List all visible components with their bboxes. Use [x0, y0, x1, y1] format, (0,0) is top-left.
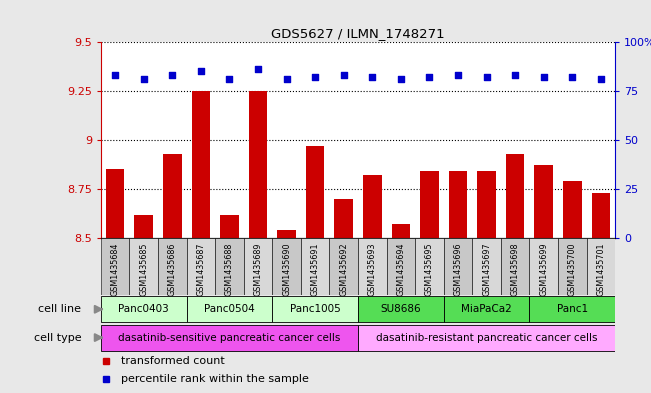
Text: GSM1435695: GSM1435695 — [425, 243, 434, 296]
Text: Panc1005: Panc1005 — [290, 304, 340, 314]
Point — [310, 74, 320, 80]
Text: GSM1435698: GSM1435698 — [510, 243, 519, 296]
Bar — [101, 296, 187, 322]
Text: GSM1435693: GSM1435693 — [368, 243, 377, 296]
Bar — [158, 238, 187, 295]
Text: GSM1435685: GSM1435685 — [139, 243, 148, 296]
Bar — [392, 224, 410, 238]
Bar — [130, 238, 158, 295]
Bar — [301, 238, 329, 295]
Bar — [191, 91, 210, 238]
Bar — [558, 238, 587, 295]
Point — [139, 76, 149, 82]
Text: GSM1435688: GSM1435688 — [225, 243, 234, 296]
Bar — [101, 325, 358, 351]
Bar — [501, 238, 529, 295]
Point — [339, 72, 349, 78]
Point — [538, 74, 549, 80]
Text: cell type: cell type — [34, 332, 81, 343]
Bar — [249, 91, 268, 238]
Bar — [444, 296, 529, 322]
Bar — [363, 175, 381, 238]
Bar — [534, 165, 553, 238]
Text: GSM1435689: GSM1435689 — [253, 243, 262, 296]
Text: GSM1435684: GSM1435684 — [111, 243, 120, 296]
Text: GSM1435691: GSM1435691 — [311, 243, 320, 296]
Bar — [506, 154, 525, 238]
Bar — [187, 296, 272, 322]
Bar — [329, 238, 358, 295]
Text: SU8686: SU8686 — [381, 304, 421, 314]
Point — [424, 74, 435, 80]
Text: GSM1435699: GSM1435699 — [539, 243, 548, 296]
Bar — [563, 181, 581, 238]
Text: dasatinib-resistant pancreatic cancer cells: dasatinib-resistant pancreatic cancer ce… — [376, 332, 598, 343]
Bar — [587, 238, 615, 295]
Bar — [358, 238, 387, 295]
Bar — [592, 193, 610, 238]
Bar — [335, 199, 353, 238]
Point — [224, 76, 234, 82]
Bar — [477, 171, 496, 238]
Bar — [529, 238, 558, 295]
Bar — [444, 238, 473, 295]
Bar — [101, 238, 130, 295]
Bar — [220, 215, 239, 238]
Title: GDS5627 / ILMN_1748271: GDS5627 / ILMN_1748271 — [271, 28, 445, 40]
Text: Panc0504: Panc0504 — [204, 304, 255, 314]
Bar — [449, 171, 467, 238]
Point — [281, 76, 292, 82]
Point — [567, 74, 577, 80]
Bar — [420, 171, 439, 238]
Point — [453, 72, 464, 78]
Text: GSM1435701: GSM1435701 — [596, 243, 605, 296]
Text: GSM1435690: GSM1435690 — [282, 243, 291, 296]
Bar — [243, 238, 272, 295]
Text: Panc0403: Panc0403 — [118, 304, 169, 314]
Point — [196, 68, 206, 74]
Text: percentile rank within the sample: percentile rank within the sample — [122, 374, 309, 384]
Bar — [272, 238, 301, 295]
Point — [596, 76, 606, 82]
Text: GSM1435694: GSM1435694 — [396, 243, 406, 296]
Text: Panc1: Panc1 — [557, 304, 588, 314]
Bar — [135, 215, 153, 238]
Point — [110, 72, 120, 78]
Bar — [187, 238, 215, 295]
Point — [253, 66, 263, 72]
Bar — [358, 325, 615, 351]
Bar — [277, 230, 296, 238]
Bar — [387, 238, 415, 295]
Text: GSM1435697: GSM1435697 — [482, 243, 491, 296]
Bar — [415, 238, 444, 295]
Bar — [215, 238, 243, 295]
Bar — [473, 238, 501, 295]
Text: transformed count: transformed count — [122, 356, 225, 366]
Bar — [272, 296, 358, 322]
Point — [167, 72, 178, 78]
Text: GSM1435692: GSM1435692 — [339, 243, 348, 296]
Bar — [358, 296, 444, 322]
Text: GSM1435686: GSM1435686 — [168, 243, 177, 296]
Point — [510, 72, 520, 78]
Text: cell line: cell line — [38, 304, 81, 314]
Point — [396, 76, 406, 82]
Bar — [306, 146, 324, 238]
Text: MiaPaCa2: MiaPaCa2 — [462, 304, 512, 314]
Bar — [529, 296, 615, 322]
Bar — [106, 169, 124, 238]
Text: GSM1435687: GSM1435687 — [197, 243, 206, 296]
Point — [481, 74, 492, 80]
Text: GSM1435696: GSM1435696 — [454, 243, 463, 296]
Text: GSM1435700: GSM1435700 — [568, 243, 577, 296]
Text: dasatinib-sensitive pancreatic cancer cells: dasatinib-sensitive pancreatic cancer ce… — [118, 332, 340, 343]
Point — [367, 74, 378, 80]
Bar — [163, 154, 182, 238]
